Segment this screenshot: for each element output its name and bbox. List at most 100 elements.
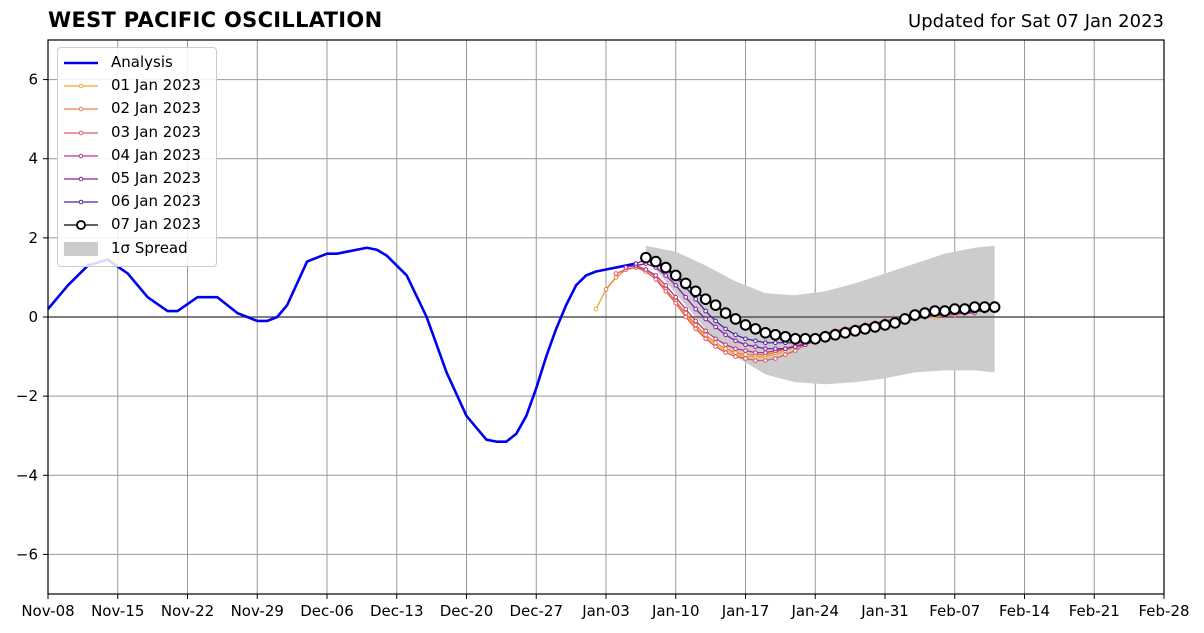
forecast-point: [733, 332, 738, 338]
forecast-point: [869, 321, 881, 333]
forecast-point: [809, 332, 822, 345]
forecast-point: [693, 326, 698, 332]
forecast-point: [779, 330, 792, 343]
y-tick-label: −4: [16, 466, 38, 484]
forecast-point: [849, 325, 861, 337]
forecast-point: [623, 265, 629, 270]
forecast-point: [733, 338, 738, 344]
forecast-point: [693, 322, 698, 328]
legend-label: 02 Jan 2023: [111, 99, 201, 118]
forecast-point: [909, 309, 921, 321]
x-tick-label: Feb-07: [929, 602, 980, 620]
x-tick-label: Dec-13: [370, 602, 424, 620]
forecast-point: [719, 307, 732, 319]
forecast-point: [613, 275, 619, 280]
forecast-point: [763, 340, 768, 346]
forecast-point: [683, 306, 689, 312]
forecast-point: [723, 350, 728, 355]
legend-symbol: [64, 171, 98, 185]
legend-label: Analysis: [111, 53, 173, 71]
legend-item: 05 Jan 2023: [64, 167, 201, 189]
legend-label: 05 Jan 2023: [111, 169, 201, 187]
legend-symbol: [64, 125, 98, 139]
forecast-point: [723, 332, 728, 338]
analysis-line: [47, 246, 637, 443]
forecast-point: [709, 299, 722, 311]
updated-label: Updated for Sat 07 Jan 2023: [908, 11, 1164, 32]
x-tick-label: Nov-15: [91, 602, 144, 620]
plot-frame: [47, 39, 1165, 595]
forecast-point: [938, 305, 951, 317]
forecast-point: [659, 261, 672, 274]
forecast-point: [743, 356, 748, 361]
forecast-point: [763, 358, 768, 363]
legend-symbol: [64, 194, 98, 208]
forecast-point: [703, 316, 708, 322]
legend-label: 03 Jan 2023: [111, 122, 201, 141]
legend-item: Analysis: [64, 51, 173, 73]
forecast-point: [673, 283, 679, 288]
forecast-point: [743, 352, 748, 357]
forecast-point: [693, 318, 698, 324]
y-tick-label: 6: [28, 71, 38, 89]
y-tick-label: −6: [16, 545, 38, 563]
forecast-point: [653, 273, 659, 278]
forecast-point: [819, 330, 832, 343]
forecast-point: [640, 251, 652, 264]
legend-symbol: [64, 101, 98, 115]
y-tick-label: −2: [16, 387, 38, 405]
forecast-point: [793, 348, 798, 353]
forecast-point: [968, 301, 981, 313]
forecast-point: [613, 271, 619, 276]
forecast-point: [683, 314, 689, 320]
forecast-point: [793, 344, 798, 349]
legend-item: 06 Jan 2023: [64, 190, 201, 212]
legend-symbol: [64, 55, 98, 69]
forecast-point: [743, 336, 748, 342]
forecast-point: [733, 350, 738, 355]
forecast-point: [603, 287, 609, 292]
spread-band: [645, 245, 995, 385]
forecast-point: [799, 332, 812, 345]
legend-item: 03 Jan 2023: [64, 121, 201, 143]
forecast-point: [653, 277, 659, 282]
forecast-point: [673, 294, 679, 300]
legend-item: 04 Jan 2023: [64, 144, 201, 166]
y-tick-label: 2: [28, 229, 38, 247]
forecast-point: [988, 301, 1001, 313]
x-tick-label: Dec-27: [509, 602, 563, 620]
x-tick-label: Feb-21: [1069, 602, 1120, 620]
x-tick-label: Nov-29: [231, 602, 284, 620]
legend-item: 02 Jan 2023: [64, 97, 201, 119]
forecast-point: [753, 358, 758, 363]
forecast-point: [783, 346, 788, 351]
forecast-point: [723, 326, 728, 332]
forecast-point: [958, 303, 971, 315]
forecast-point: [733, 354, 738, 359]
forecast-point: [650, 255, 662, 268]
forecast-point: [679, 277, 692, 290]
legend-symbol: [64, 217, 98, 231]
forecast-point: [713, 318, 718, 324]
x-tick-label: Jan-17: [721, 602, 770, 620]
forecast-point: [769, 329, 782, 341]
forecast-point: [889, 317, 901, 329]
forecast-point: [763, 350, 768, 355]
forecast-point: [749, 323, 762, 335]
y-tick-label: 0: [28, 308, 38, 326]
forecast-point: [829, 329, 841, 341]
forecast-point: [729, 313, 742, 325]
x-tick-label: Jan-03: [581, 602, 630, 620]
forecast-point: [713, 344, 718, 349]
legend-label: 04 Jan 2023: [111, 145, 201, 164]
legend-label: 1σ Spread: [111, 238, 188, 257]
forecast-point: [743, 348, 748, 353]
legend-label: 01 Jan 2023: [111, 76, 201, 95]
x-tick-label: Dec-20: [440, 602, 494, 620]
x-tick-label: Dec-06: [300, 602, 354, 620]
forecast-point: [899, 313, 911, 325]
x-tick-label: Nov-22: [161, 602, 214, 620]
forecast-point: [839, 327, 851, 339]
forecast-point: [929, 305, 941, 317]
